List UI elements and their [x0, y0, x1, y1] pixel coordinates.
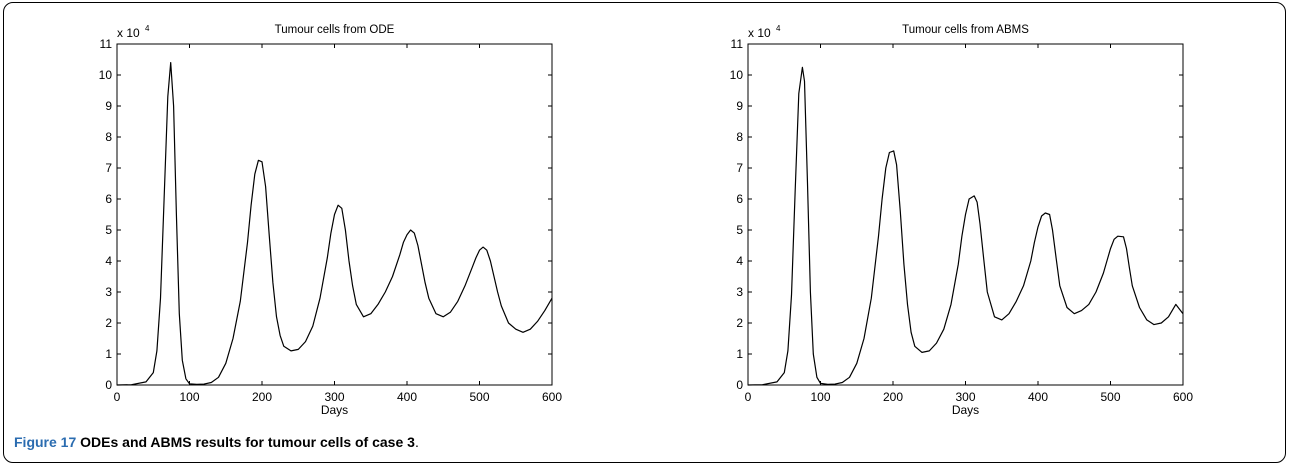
chart1-x-tick-label: 400 — [397, 390, 417, 404]
caption-text: ODEs and ABMS results for tumour cells o… — [80, 434, 415, 450]
chart2-y-tick-label: 7 — [736, 161, 743, 175]
chart1-x-tick-label: 0 — [114, 390, 121, 404]
chart2-y-exponent-power: 4 — [776, 24, 781, 33]
chart1-y-exponent-base: x 10 — [117, 26, 140, 40]
chart2-x-axis-label: Days — [952, 403, 979, 417]
chart2-y-tick-label: 3 — [736, 285, 743, 299]
chart2-series-line-1 — [747, 66, 1184, 386]
chart2-x-tick-label: 0 — [745, 390, 752, 404]
chart1-x-tick-label: 200 — [252, 390, 272, 404]
chart1-x-tick-label: 500 — [469, 390, 489, 404]
chart1-y-tick-label: 4 — [105, 254, 112, 268]
chart2-title: Tumour cells from ABMS — [902, 24, 1029, 36]
figure-frame — [3, 2, 1286, 463]
chart1-y-tick-label: 7 — [105, 161, 112, 175]
chart1-y-tick-label: 6 — [105, 192, 112, 206]
chart2-x-tick-label: 600 — [1173, 390, 1193, 404]
chart2-y-tick-label: 1 — [736, 347, 743, 361]
chart2-y-tick-label: 4 — [736, 254, 743, 268]
chart2-y-tick-label: 2 — [736, 316, 743, 330]
chart2-x-tick-label: 300 — [955, 390, 975, 404]
chart2-x-tick-label: 400 — [1028, 390, 1048, 404]
chart2-y-tick-label: 11 — [731, 37, 744, 51]
chart1-series-line-1 — [116, 61, 553, 386]
chart2-y-tick-label: 5 — [736, 223, 743, 237]
chart2-y-tick-label: 8 — [736, 130, 743, 144]
chart2-x-tick-label: 500 — [1100, 390, 1120, 404]
chart1-y-exponent-power: 4 — [145, 24, 150, 33]
chart1-y-tick-label: 1 — [105, 347, 112, 361]
chart1-title: Tumour cells from ODE — [275, 24, 395, 36]
caption-end: . — [414, 434, 419, 450]
chart1-x-tick-label: 300 — [324, 390, 344, 404]
chart2-x-tick-label: 100 — [810, 390, 830, 404]
chart1-y-tick-label: 9 — [105, 99, 112, 113]
chart2-y-tick-label: 6 — [736, 192, 743, 206]
chart2-x-tick-label: 200 — [883, 390, 903, 404]
figure-caption: Figure 17 ODEs and ABMS results for tumo… — [14, 434, 419, 450]
chart1-y-tick-label: 2 — [105, 316, 112, 330]
chart1-y-tick-label: 0 — [105, 378, 112, 392]
chart1-x-tick-label: 600 — [542, 390, 562, 404]
chart2-y-exponent-base: x 10 — [748, 26, 771, 40]
chart1-y-tick-label: 5 — [105, 223, 112, 237]
chart2-y-tick-label: 10 — [730, 68, 744, 82]
chart2-y-tick-label: 9 — [736, 99, 743, 113]
chart1-x-axis-label: Days — [321, 403, 348, 417]
chart1-y-tick-label: 3 — [105, 285, 112, 299]
chart1-y-tick-label: 11 — [100, 37, 113, 51]
figure-label: Figure 17 — [14, 434, 77, 450]
chart1-y-tick-label: 10 — [99, 68, 113, 82]
chart1-y-tick-label: 8 — [105, 130, 112, 144]
chart1-x-tick-label: 100 — [179, 390, 199, 404]
chart2-y-tick-label: 0 — [736, 378, 743, 392]
